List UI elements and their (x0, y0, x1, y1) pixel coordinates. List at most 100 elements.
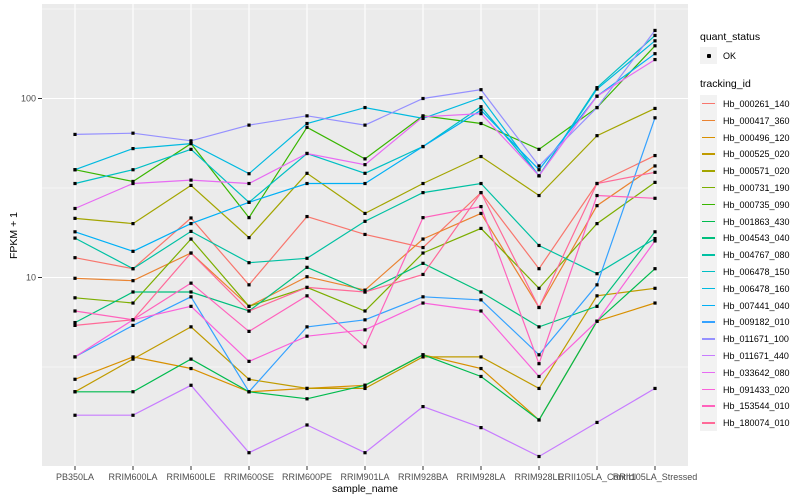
legend-title-quant-status: quant_status (700, 31, 761, 43)
data-point (189, 357, 193, 361)
data-point (131, 181, 135, 186)
x-tick-label: RRIM600PE (282, 472, 332, 482)
data-point (189, 383, 193, 387)
data-point (595, 294, 599, 298)
data-point (479, 191, 483, 195)
legend-key-line-icon (702, 271, 715, 273)
data-point (363, 290, 367, 294)
data-point (73, 168, 77, 172)
y-tick-label: 100 (21, 94, 36, 104)
data-point (189, 178, 193, 182)
series-Hb_091433_020 (73, 239, 657, 379)
data-point (247, 329, 251, 333)
data-point (305, 114, 309, 118)
data-point (479, 96, 483, 100)
data-point (479, 366, 483, 371)
data-point (247, 451, 251, 455)
y-axis-title: FPKM + 1 (8, 211, 20, 259)
data-point (537, 374, 541, 379)
data-point (479, 355, 483, 359)
data-point (189, 147, 193, 151)
data-point (653, 153, 657, 158)
data-point (421, 353, 425, 357)
data-point (247, 172, 251, 176)
legend-title-tracking-id: tracking_id (700, 78, 751, 90)
data-point (131, 179, 135, 184)
legend-item-label: Hb_006478_160 (723, 283, 790, 294)
data-point (305, 325, 309, 329)
legend-item-label: OK (723, 51, 737, 61)
legend-key-box (700, 162, 717, 180)
data-point (305, 265, 309, 269)
data-point (73, 320, 77, 325)
data-point (479, 121, 483, 126)
data-point (363, 232, 367, 237)
data-point (421, 115, 425, 119)
data-point (421, 237, 425, 241)
data-point (653, 106, 657, 111)
data-point (73, 355, 77, 359)
data-point (421, 216, 425, 220)
legend-key-box (700, 212, 717, 230)
data-point (595, 204, 599, 208)
data-point (131, 323, 135, 328)
legend-key-box (700, 145, 717, 163)
data-point (653, 301, 657, 305)
data-point (363, 123, 367, 127)
legend-item-label: Hb_004767_080 (723, 250, 790, 261)
data-point (305, 334, 309, 338)
data-point (363, 345, 367, 349)
x-tick-label: RRIM600LA (108, 472, 157, 482)
data-point (189, 325, 193, 329)
data-point (73, 276, 77, 280)
data-point (189, 237, 193, 241)
data-point (131, 390, 135, 394)
data-point (363, 451, 367, 455)
data-point (363, 386, 367, 391)
series-Hb_004767_080 (73, 181, 657, 276)
data-point (653, 28, 657, 33)
legend-item-label: Hb_180074_010 (723, 418, 790, 429)
data-point (537, 454, 541, 459)
legend-key-line-icon (702, 187, 715, 189)
data-point (421, 96, 425, 101)
data-point (479, 181, 483, 186)
legend-item-label: Hb_091433_020 (723, 384, 790, 395)
x-tick-label: RRIM600LE (166, 472, 215, 482)
data-point (305, 397, 309, 401)
x-tick-label: RRII105LA_Control (558, 472, 636, 482)
data-point (305, 181, 309, 186)
legend-item-label: Hb_000261_140 (723, 99, 790, 109)
data-point (537, 305, 541, 310)
series-Hb_000571_020 (73, 106, 657, 240)
data-point (73, 309, 77, 313)
data-point (537, 353, 541, 357)
data-point (595, 105, 599, 110)
data-point (73, 413, 77, 417)
data-point (421, 181, 425, 186)
legend-key-line-icon (702, 220, 715, 222)
data-point (247, 283, 251, 287)
data-point (421, 295, 425, 299)
data-point (131, 267, 135, 271)
data-point (537, 418, 541, 422)
legend-item-label: Hb_007441_040 (723, 300, 790, 311)
data-point (247, 123, 251, 127)
data-point (653, 33, 657, 38)
data-point (653, 52, 657, 56)
data-point (305, 121, 309, 126)
data-point (73, 216, 77, 220)
data-point (479, 211, 483, 216)
data-point (363, 328, 367, 332)
legend-key-line-icon (702, 355, 715, 357)
x-tick-label: RRIM901LA (340, 472, 389, 482)
data-point (73, 390, 77, 394)
legend-key-box (700, 246, 717, 264)
legend-key-box (700, 313, 717, 331)
data-point (363, 163, 367, 167)
legend-key-line-icon (702, 321, 715, 323)
legend-item-label: Hb_000571_020 (723, 166, 790, 177)
data-point (73, 377, 77, 381)
